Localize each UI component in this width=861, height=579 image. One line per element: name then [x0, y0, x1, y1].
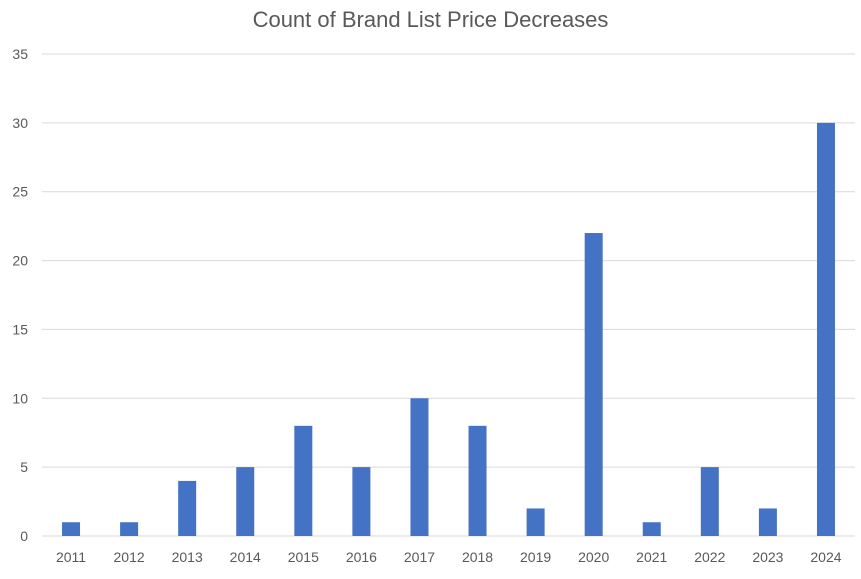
bar-2020	[584, 233, 603, 536]
y-tick-label: 10	[12, 390, 28, 406]
y-tick-label: 5	[20, 459, 28, 475]
bar-2016	[352, 467, 371, 536]
bar-2012	[120, 522, 139, 536]
y-tick-label: 20	[12, 253, 28, 269]
bar-2024	[816, 122, 835, 536]
bar-2021	[642, 522, 661, 536]
x-tick-label: 2018	[462, 549, 493, 565]
y-tick-label: 30	[12, 115, 28, 131]
y-tick-label: 0	[20, 528, 28, 544]
x-tick-label: 2013	[172, 549, 203, 565]
gridlines	[42, 53, 855, 537]
bar-2019	[526, 508, 545, 536]
bar-2014	[236, 467, 255, 536]
bar-2022	[700, 467, 719, 536]
bars	[62, 122, 835, 536]
bar-2018	[468, 425, 487, 536]
bar-2017	[410, 398, 429, 536]
x-tick-label: 2017	[404, 549, 435, 565]
x-tick-label: 2012	[114, 549, 145, 565]
x-axis-ticks: 2011 2012 2013 2014 2015 2016 2017 2018 2019 2020…	[56, 549, 842, 565]
x-tick-label: 2024	[810, 549, 841, 565]
x-tick-label: 2021	[636, 549, 667, 565]
bar-2011	[62, 522, 81, 536]
x-tick-label: 2011	[56, 549, 86, 565]
bar-2023	[758, 508, 777, 536]
bar-2015	[294, 425, 313, 536]
y-tick-label: 25	[12, 184, 28, 200]
x-tick-label: 2015	[288, 549, 319, 565]
x-tick-label: 2016	[346, 549, 377, 565]
chart-title: Count of Brand List Price Decreases	[252, 7, 609, 32]
y-axis-ticks: 0 5 10 15 20 25 30 35	[12, 46, 28, 544]
y-tick-label: 15	[12, 321, 28, 337]
y-tick-label: 35	[12, 46, 28, 62]
x-tick-label: 2019	[520, 549, 551, 565]
x-tick-label: 2020	[578, 549, 609, 565]
x-tick-label: 2022	[694, 549, 725, 565]
x-tick-label: 2014	[230, 549, 261, 565]
bar-2013	[178, 480, 197, 536]
x-tick-label: 2023	[752, 549, 783, 565]
